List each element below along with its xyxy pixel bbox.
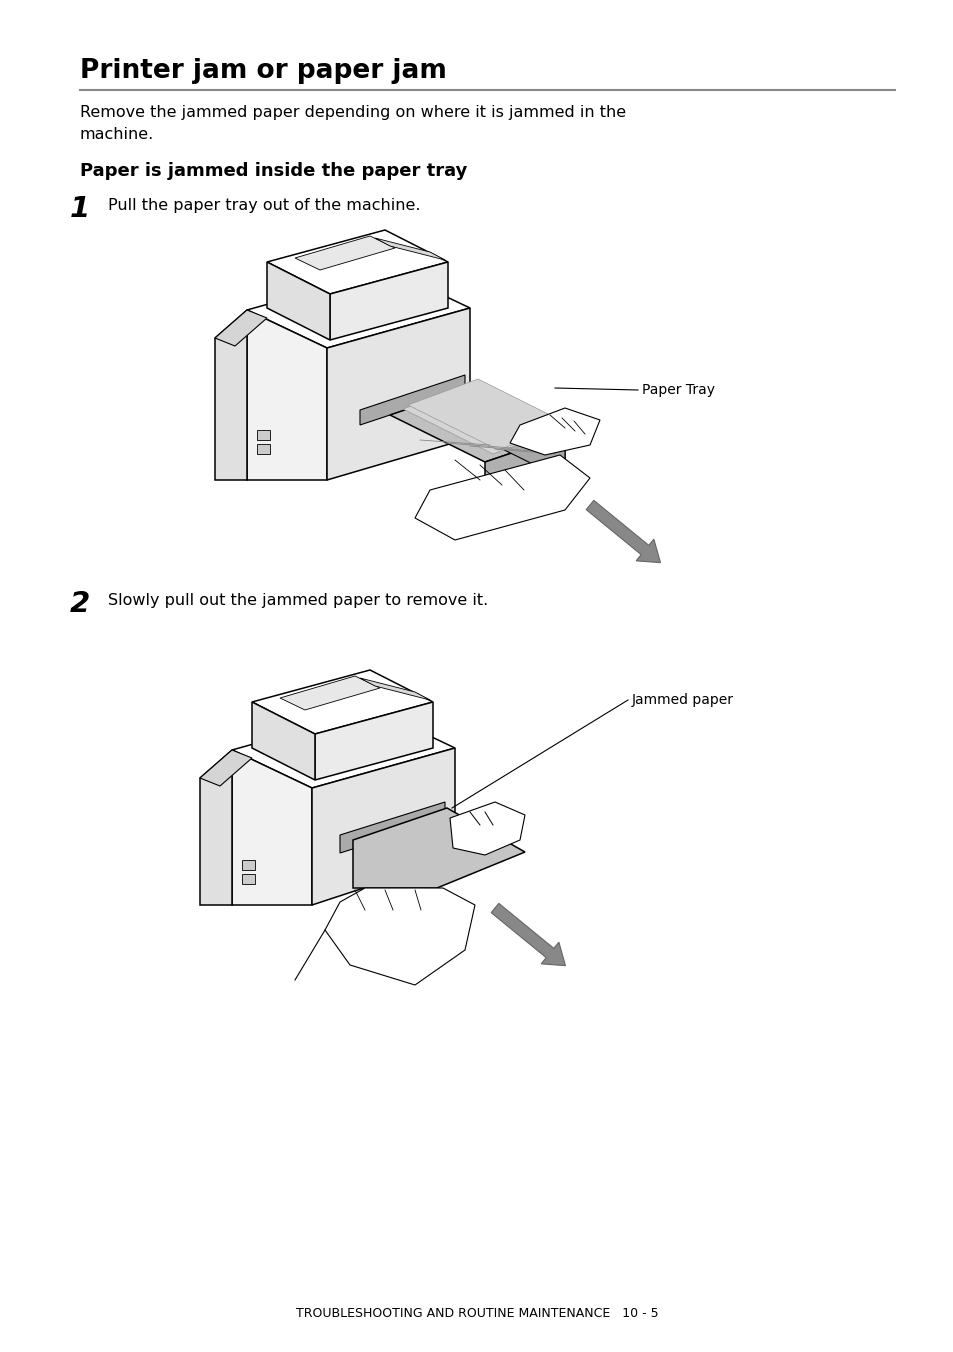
Polygon shape xyxy=(256,443,270,454)
Polygon shape xyxy=(252,671,433,734)
Text: Paper is jammed inside the paper tray: Paper is jammed inside the paper tray xyxy=(80,162,467,180)
Polygon shape xyxy=(247,270,470,347)
Text: Slowly pull out the jammed paper to remove it.: Slowly pull out the jammed paper to remo… xyxy=(108,594,488,608)
FancyArrow shape xyxy=(585,500,659,562)
Polygon shape xyxy=(327,308,470,480)
Polygon shape xyxy=(232,710,455,788)
Polygon shape xyxy=(408,379,567,450)
Polygon shape xyxy=(402,383,562,454)
Text: 1: 1 xyxy=(70,195,91,223)
Polygon shape xyxy=(232,750,312,904)
Text: Paper Tray: Paper Tray xyxy=(641,383,714,397)
Text: Printer jam or paper jam: Printer jam or paper jam xyxy=(80,58,446,84)
Polygon shape xyxy=(484,435,564,507)
Polygon shape xyxy=(397,387,558,458)
Polygon shape xyxy=(267,230,448,293)
Text: Pull the paper tray out of the machine.: Pull the paper tray out of the machine. xyxy=(108,197,420,214)
Polygon shape xyxy=(242,860,254,869)
Text: TROUBLESHOOTING AND ROUTINE MAINTENANCE   10 - 5: TROUBLESHOOTING AND ROUTINE MAINTENANCE … xyxy=(295,1307,658,1320)
Polygon shape xyxy=(214,310,267,346)
Polygon shape xyxy=(450,802,524,854)
Polygon shape xyxy=(242,873,254,884)
Polygon shape xyxy=(359,375,464,425)
Polygon shape xyxy=(312,748,455,904)
FancyArrow shape xyxy=(491,903,565,965)
Polygon shape xyxy=(256,430,270,439)
Polygon shape xyxy=(252,702,314,780)
Text: Jammed paper: Jammed paper xyxy=(631,694,733,707)
Polygon shape xyxy=(359,677,430,700)
Polygon shape xyxy=(415,456,589,539)
Polygon shape xyxy=(353,808,524,888)
Polygon shape xyxy=(200,750,232,904)
Polygon shape xyxy=(294,237,395,270)
Polygon shape xyxy=(214,310,247,480)
Polygon shape xyxy=(200,750,252,786)
Polygon shape xyxy=(325,888,475,986)
Polygon shape xyxy=(314,702,433,780)
Polygon shape xyxy=(280,676,379,710)
Polygon shape xyxy=(267,262,330,339)
Polygon shape xyxy=(330,262,448,339)
Polygon shape xyxy=(390,388,564,462)
Polygon shape xyxy=(247,310,327,480)
Polygon shape xyxy=(510,408,599,456)
Polygon shape xyxy=(470,388,564,480)
Text: Remove the jammed paper depending on where it is jammed in the
machine.: Remove the jammed paper depending on whe… xyxy=(80,105,625,142)
Polygon shape xyxy=(339,802,444,853)
Text: 2: 2 xyxy=(70,589,91,618)
Polygon shape xyxy=(375,238,444,260)
